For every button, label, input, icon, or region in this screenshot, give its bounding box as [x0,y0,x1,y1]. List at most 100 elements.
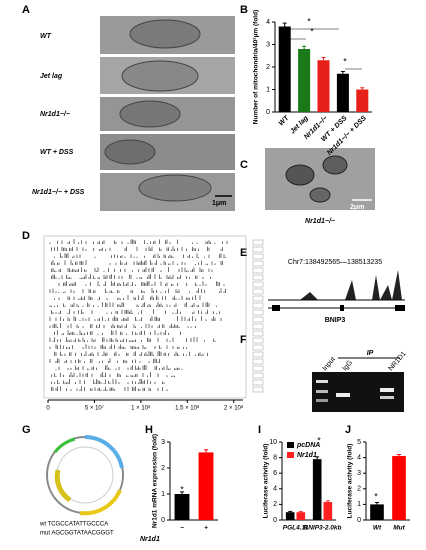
y-tick-label: 1 [161,491,165,498]
bar [298,49,311,112]
band [380,396,394,399]
bar [356,89,369,112]
chrom-box [252,260,264,267]
y-tick-label: 4 [266,19,270,26]
bar [392,456,406,520]
chrom-box [252,274,264,281]
x-tick-label: 1.5 × 10⁸ [175,405,200,412]
chrom-box [252,253,264,260]
y-axis-label: Number of mitochondria/40²μm (fold) [253,10,260,124]
error-bar [302,45,307,49]
error-bar [282,22,287,27]
y-tick-label: 2 [266,64,270,71]
x-tick-label: 1 × 10⁸ [131,405,151,412]
error-bar [204,449,208,453]
chrom-box [252,358,264,365]
y-tick-label: 5 [357,439,361,446]
chrom-box [252,288,264,295]
chrom-box [252,351,264,358]
y-tick-label: 1 [266,86,270,93]
sequence: wt TCGCCATATTGCCCA [39,522,108,528]
chrom-box [252,323,264,330]
y-tick-label: 0 [357,517,361,524]
ip-label: IP [367,350,374,357]
panel-letter: I [258,424,261,436]
error-bar [315,456,320,460]
y-axis-label: Luciferase activity (fold) [263,444,270,519]
locus-label: Chr7:138492565—138513235 [288,259,382,266]
plasmid-map [46,435,124,516]
y-tick-label: 3 [357,470,361,477]
error-bar [180,491,184,494]
panel-letter: G [22,424,31,436]
bar [323,502,333,520]
panel-letter: E [240,247,247,259]
panel-letter: H [145,424,153,436]
x-axis-label: Nr1d1 [140,536,160,543]
scale-label: 1μm [212,200,226,207]
band [380,388,394,392]
chip-peaks [268,270,402,300]
exon [340,305,344,311]
exon [272,305,280,311]
chrom-box [252,295,264,302]
panel-letter: C [240,159,248,171]
y-tick-label: 10 [269,439,277,446]
chrom-box [252,316,264,323]
x-tick-label: 5 × 10⁷ [85,405,104,412]
chrom-box [252,267,264,274]
panel-letter: J [345,424,351,436]
significance: * [307,16,311,26]
x-tick-label: Wt [373,525,382,532]
legend-swatch [287,442,294,448]
row-label: WT + DSS [40,149,74,156]
y-tick-label: 3 [266,41,270,48]
scale-label: 2μm [350,204,364,211]
y-tick-label: 1 [357,501,361,508]
y-tick-label: 0 [273,517,277,524]
error-bar [325,500,330,503]
chrom-box [252,302,264,309]
chrom-box [252,337,264,344]
bar [370,504,384,520]
band [316,399,328,402]
chrom-box [252,309,264,316]
x-tick-label: Mut [393,525,405,532]
band [316,380,328,383]
y-tick-label: 2 [357,486,361,493]
panel-letter: A [22,4,30,16]
bar [174,494,190,520]
y-tick-label: 8 [273,454,277,461]
legend-label: Nr1d1 [297,452,317,459]
row-label: Jet lag [40,73,63,80]
bar [312,459,322,520]
y-axis-label: Luciferase activity (fold) [347,444,354,519]
error-bar [375,502,379,505]
chrom-box [252,386,264,393]
significance: * [374,491,378,501]
legend-swatch [287,452,294,458]
track-frame [43,235,247,399]
chrom-box [252,365,264,372]
em-image [265,148,375,210]
lane-label: IgG [342,359,355,372]
bar [278,26,291,112]
error-bar [298,511,303,513]
em-images [100,16,235,211]
row-label: WT [40,33,52,40]
row-label: Nr1d1−/− + DSS [32,189,85,196]
x-tick-label: 0 [46,406,50,412]
error-bar [288,510,293,513]
chrom-box [252,246,264,253]
x-tick-label: 2 × 10⁸ [224,405,244,412]
legend-label: pcDNA [296,442,320,449]
bar [285,512,295,520]
y-tick-label: 0 [161,517,165,524]
exon [395,305,405,311]
significance: * [343,56,347,66]
y-tick-label: 6 [273,470,277,477]
track-peaks [49,239,228,391]
y-tick-label: 2 [273,501,277,508]
x-tick-label: − [180,525,184,532]
